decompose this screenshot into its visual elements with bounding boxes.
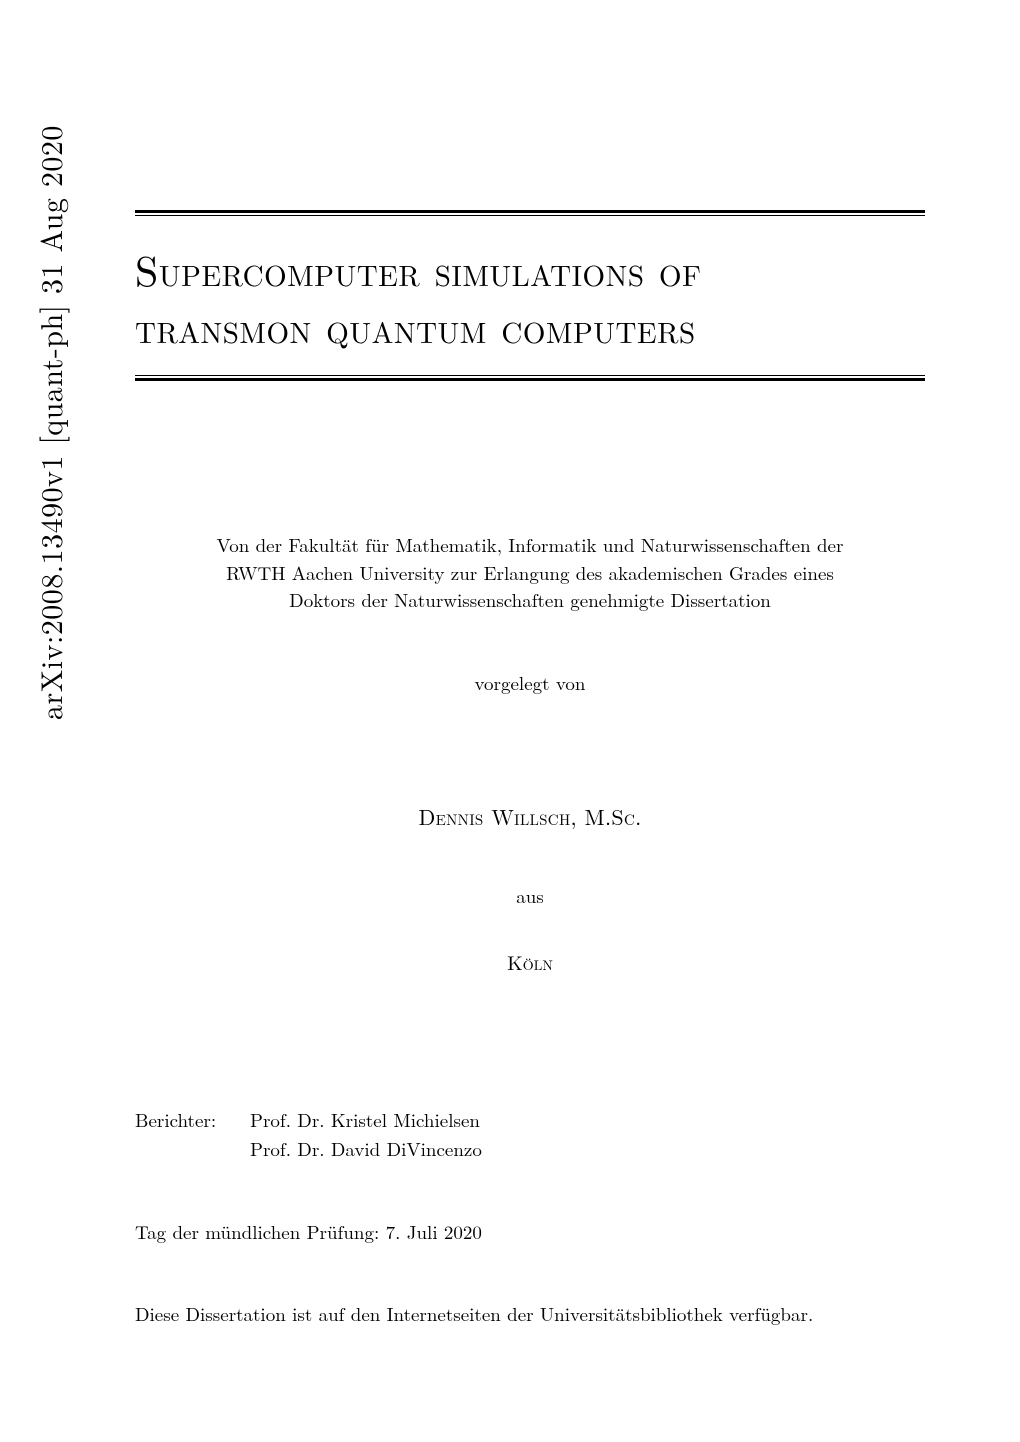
title-rule-bottom-thick (135, 378, 925, 381)
dissertation-title: Supercomputer simulations of transmon qu… (135, 242, 925, 355)
presented-by-label: vorgelegt von (135, 669, 925, 696)
arxiv-stamp: arXiv:2008.13490v1 [quant-ph] 31 Aug 202… (28, 125, 71, 720)
reviewers-block: Berichter: Prof. Dr. Kristel Michielsen … (135, 1106, 925, 1163)
faculty-statement: Von der Fakultät für Mathematik, Informa… (135, 531, 925, 614)
faculty-line-1: Von der Fakultät für Mathematik, Informa… (135, 531, 925, 559)
page-content: Supercomputer simulations of transmon qu… (135, 0, 925, 1442)
title-rule-bottom-thin (135, 375, 925, 376)
availability-statement: Diese Dissertation ist auf den Internets… (135, 1300, 925, 1327)
reviewer-2: Prof. Dr. David DiVincenzo (250, 1135, 482, 1164)
reviewers-label: Berichter: (135, 1106, 250, 1163)
reviewers-names: Prof. Dr. Kristel Michielsen Prof. Dr. D… (250, 1106, 482, 1163)
title-rule-top-thin (135, 215, 925, 216)
author-city: Köln (135, 947, 925, 976)
title-rule-top-thick (135, 210, 925, 213)
faculty-line-3: Doktors der Naturwissenschaften genehmig… (135, 586, 925, 614)
title-line-1: Supercomputer simulations of (135, 240, 701, 299)
from-label: aus (135, 882, 925, 909)
title-line-2: transmon quantum computers (135, 297, 696, 356)
reviewer-1: Prof. Dr. Kristel Michielsen (250, 1106, 482, 1135)
author-name: Dennis Willsch, M.Sc. (135, 801, 925, 832)
faculty-line-2: RWTH Aachen University zur Erlangung des… (135, 559, 925, 587)
oral-exam-date: Tag der mündlichen Prüfung: 7. Juli 2020 (135, 1218, 925, 1245)
title-block: Supercomputer simulations of transmon qu… (135, 210, 925, 381)
